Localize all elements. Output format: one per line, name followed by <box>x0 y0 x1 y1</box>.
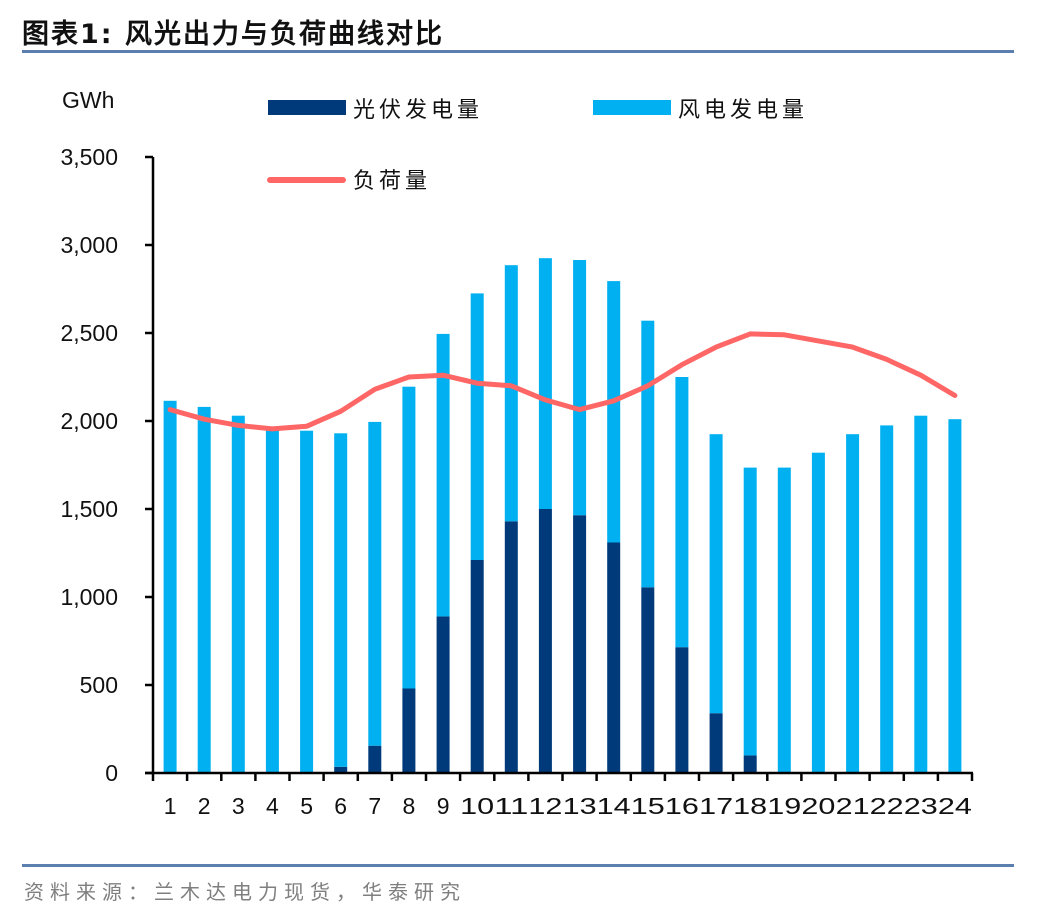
bar-wind-15 <box>641 320 655 588</box>
bar-solar-9 <box>436 616 450 773</box>
bar-solar-14 <box>607 542 621 773</box>
x-tick-label-4: 4 <box>266 793 279 819</box>
x-tick-label-14: 14 <box>597 793 631 819</box>
bar-solar-13 <box>573 515 587 773</box>
load-line <box>167 331 958 432</box>
y-tick-label-1500: 1,500 <box>60 496 118 522</box>
bar-wind-24 <box>948 419 962 773</box>
bar-wind-17 <box>709 434 723 714</box>
y-tick-labels: 0 500 1,000 1,500 2,000 2,500 3,000 3,500 <box>60 144 118 786</box>
bar-solar-6 <box>334 766 348 773</box>
bar-wind-4 <box>265 428 279 773</box>
title-rule <box>22 50 1014 53</box>
bar-wind-11 <box>504 265 518 522</box>
bar-wind-1 <box>163 400 177 773</box>
x-tick-label-11: 11 <box>494 793 528 819</box>
y-axis-unit-group: GWh <box>62 87 114 113</box>
x-tick-label-6: 6 <box>334 793 347 819</box>
bar-wind-8 <box>402 386 416 689</box>
y-tick-label-3000: 3,000 <box>60 232 118 258</box>
x-tick-label-18: 18 <box>733 793 767 819</box>
bar-solar-10 <box>470 560 484 773</box>
x-tick-label-8: 8 <box>403 793 416 819</box>
y-tick-label-1000: 1,000 <box>60 584 118 610</box>
x-tick-label-24: 24 <box>938 793 972 819</box>
y-tick-label-2500: 2,500 <box>60 320 118 346</box>
x-tick-label-7: 7 <box>368 793 381 819</box>
bar-solar-16 <box>675 647 689 773</box>
chart-title: 图表1: 风光出力与负荷曲线对比 <box>22 19 444 50</box>
axes-group <box>145 155 974 781</box>
bar-solar-11 <box>504 521 518 773</box>
bar-solar-15 <box>641 587 655 773</box>
y-tick-label-3500: 3,500 <box>60 144 118 170</box>
x-tick-label-10: 10 <box>460 793 494 819</box>
legend-swatch-wind <box>593 100 671 115</box>
bar-wind-2 <box>197 406 211 773</box>
bar-wind-16 <box>675 377 689 648</box>
bar-wind-23 <box>914 415 928 773</box>
bar-wind-22 <box>880 425 894 773</box>
x-tick-label-12: 12 <box>528 793 562 819</box>
legend: 光伏发电量 风电发电量 负荷量 <box>267 98 808 194</box>
x-tick-label-15: 15 <box>631 793 665 819</box>
bar-solar-18 <box>743 755 757 773</box>
x-tick-label-9: 9 <box>437 793 450 819</box>
y-tick-label-500: 500 <box>80 672 118 698</box>
y-tick-label-2000: 2,000 <box>60 408 118 434</box>
x-tick-label-23: 23 <box>904 793 938 819</box>
x-tick-label-3: 3 <box>232 793 245 819</box>
legend-label-wind: 风电发电量 <box>678 98 808 123</box>
bar-solar-8 <box>402 688 416 773</box>
bar-solar-12 <box>538 509 552 773</box>
bar-wind-18 <box>743 467 757 756</box>
bar-series-group <box>163 258 962 773</box>
bar-solar-17 <box>709 713 723 773</box>
bar-wind-6 <box>334 433 348 767</box>
source-note: 资料来源：兰木达电力现货，华泰研究 <box>24 880 466 904</box>
load-line-group <box>167 331 958 432</box>
y-tick-label-0: 0 <box>105 760 118 786</box>
bar-wind-12 <box>538 258 552 509</box>
stacked-bar-line-chart: GWh 光伏发电量 风电发电量 负荷量 0 500 1,000 1,500 2,000 2… <box>60 87 974 819</box>
x-tick-label-22: 22 <box>870 793 904 819</box>
x-tick-label-5: 5 <box>300 793 313 819</box>
bar-wind-13 <box>573 260 587 516</box>
legend-label-load: 负荷量 <box>353 169 431 194</box>
x-tick-label-16: 16 <box>665 793 699 819</box>
x-tick-label-13: 13 <box>563 793 597 819</box>
bar-wind-7 <box>368 421 382 746</box>
bar-wind-5 <box>300 430 314 773</box>
bar-wind-9 <box>436 333 450 617</box>
legend-swatch-solar <box>268 100 346 115</box>
source-rule <box>22 864 1014 867</box>
x-tick-label-21: 21 <box>836 793 870 819</box>
bar-wind-19 <box>777 467 791 773</box>
x-tick-labels: 1 2 3 4 5 6 7 8 9 10 11 12 13 14 15 16 17 18 19 20 21 22 23 24 <box>164 793 972 819</box>
bar-wind-21 <box>846 434 860 773</box>
x-tick-label-17: 17 <box>699 793 733 819</box>
x-tick-label-2: 2 <box>198 793 211 819</box>
y-axis-unit-label: GWh <box>62 87 114 113</box>
x-tick-label-20: 20 <box>801 793 835 819</box>
x-tick-label-19: 19 <box>767 793 801 819</box>
bar-wind-10 <box>470 293 484 560</box>
bar-wind-20 <box>811 452 825 773</box>
x-tick-label-1: 1 <box>164 793 177 819</box>
bar-wind-3 <box>231 415 245 773</box>
bar-wind-14 <box>607 281 621 543</box>
legend-label-solar: 光伏发电量 <box>353 98 483 123</box>
bar-solar-7 <box>368 745 382 773</box>
